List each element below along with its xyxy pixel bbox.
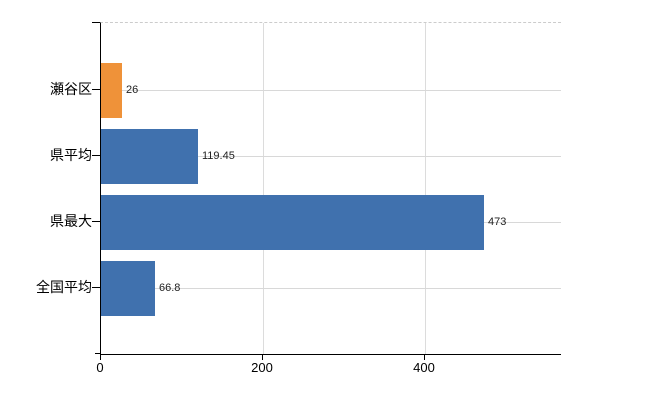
x-axis-tick-label: 400 xyxy=(413,360,435,375)
plot-area: 26 119.45 473 66.8 xyxy=(100,22,561,355)
horizontal-gridline xyxy=(101,156,561,157)
vertical-gridline xyxy=(425,23,426,354)
category-label: 全国平均 xyxy=(36,279,92,295)
category-label: 瀬谷区 xyxy=(50,81,92,97)
bar xyxy=(101,195,484,250)
value-label: 473 xyxy=(488,216,507,228)
value-label: 26 xyxy=(126,84,139,96)
horizontal-gridline xyxy=(101,288,561,289)
y-axis-tick-mark xyxy=(92,287,100,288)
x-axis-tick-label: 0 xyxy=(96,360,104,375)
category-label: 県平均 xyxy=(50,147,92,163)
x-axis-tick-mark xyxy=(262,354,263,360)
x-axis-tick-mark xyxy=(424,354,425,360)
horizontal-gridline xyxy=(101,90,561,91)
y-axis-tick-mark xyxy=(92,221,100,222)
value-label: 66.8 xyxy=(159,282,181,294)
x-axis-line xyxy=(95,353,100,354)
vertical-gridline xyxy=(263,23,264,354)
bar xyxy=(101,63,122,118)
value-label: 119.45 xyxy=(202,150,235,162)
y-axis-tick-mark xyxy=(92,155,100,156)
bar xyxy=(101,129,198,184)
x-axis-tick-label: 200 xyxy=(251,360,273,375)
category-label: 県最大 xyxy=(50,213,92,229)
y-axis-top-tick xyxy=(92,22,100,23)
x-axis-tick-mark xyxy=(100,354,101,360)
bar xyxy=(101,261,155,316)
y-axis-tick-mark xyxy=(92,89,100,90)
